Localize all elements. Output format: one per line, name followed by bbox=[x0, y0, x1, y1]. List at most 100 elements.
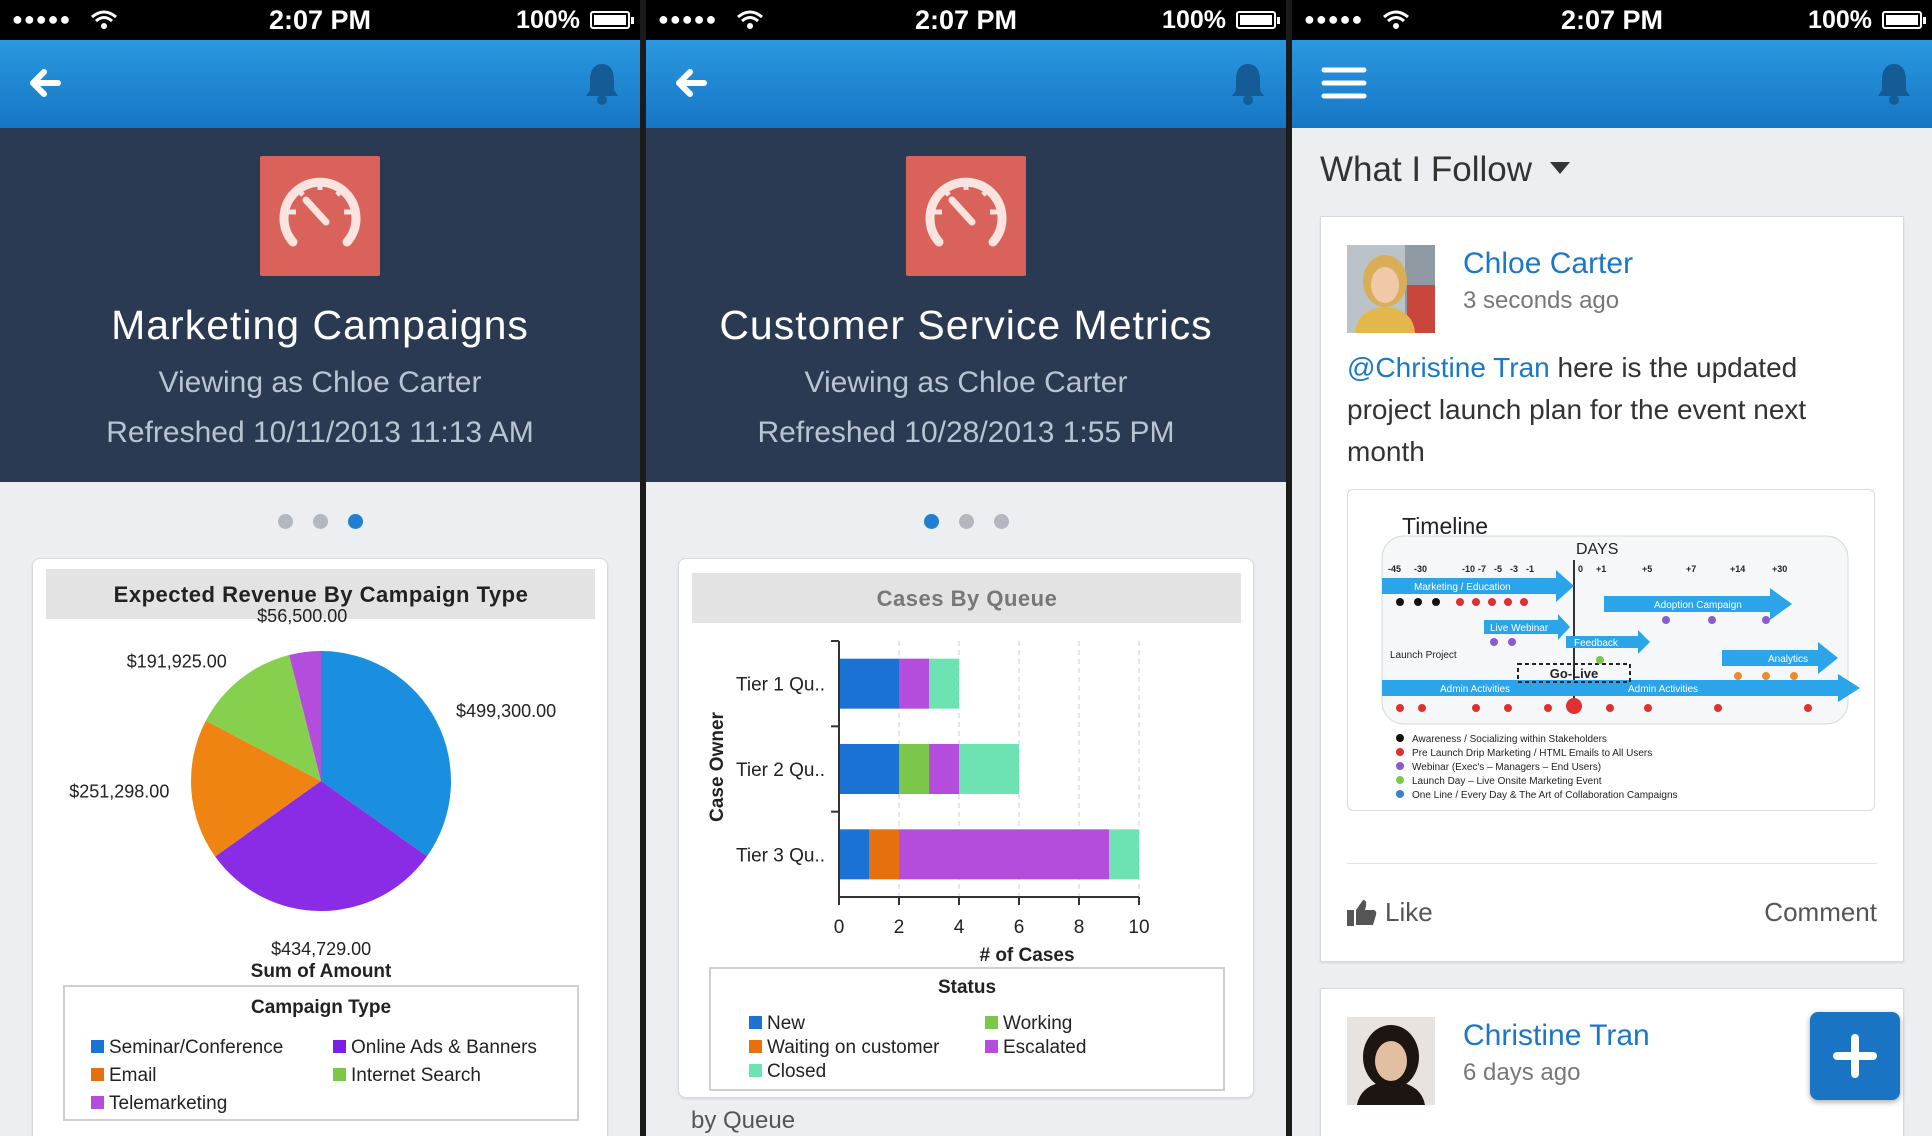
key-bullet bbox=[1396, 762, 1404, 770]
bell-icon[interactable] bbox=[584, 60, 620, 106]
legend-item: Closed bbox=[749, 1061, 826, 1083]
legend-item: Waiting on customer bbox=[749, 1037, 939, 1059]
battery-percent: 100% bbox=[1162, 6, 1226, 34]
viewing-as-label: Viewing as Chloe Carter bbox=[158, 366, 482, 399]
key-bullet bbox=[1396, 748, 1404, 756]
y-tick-label: Tier 3 Qu.. bbox=[736, 845, 825, 866]
x-axis-label: # of Cases bbox=[979, 945, 1074, 966]
key-bullet bbox=[1396, 734, 1404, 742]
page-dot[interactable] bbox=[277, 514, 293, 529]
tick-label: +14 bbox=[1730, 564, 1745, 574]
legend-item: Internet Search bbox=[333, 1065, 481, 1087]
post-attachment-image[interactable]: Timeline DAYS -45 -30 -10 -7 -5 -3 -1 0 +1 +5 +7 +1… bbox=[1347, 489, 1875, 811]
timeline-graphic: Timeline DAYS -45 -30 -10 -7 -5 -3 -1 0 +1 +5 +7 +1… bbox=[1381, 513, 1860, 801]
post-author[interactable]: Christine Tran bbox=[1463, 1019, 1650, 1052]
y-axis-label: Case Owner bbox=[707, 711, 728, 821]
x-tick-label: 4 bbox=[954, 917, 965, 938]
timeline-key: Awareness / Socializing within Stakehold… bbox=[1396, 734, 1678, 801]
timeline-title: Timeline bbox=[1402, 513, 1488, 539]
x-tick-label: 8 bbox=[1074, 917, 1085, 938]
nav-bar bbox=[1292, 40, 1932, 128]
data-label: $251,298.00 bbox=[69, 781, 169, 801]
status-time: 2:07 PM bbox=[1560, 5, 1664, 35]
pie-slice bbox=[289, 651, 321, 781]
page-dot-active[interactable] bbox=[347, 514, 363, 529]
back-arrow-icon[interactable] bbox=[668, 58, 728, 108]
dashboard-title: Marketing Campaigns bbox=[111, 302, 529, 348]
chart-card[interactable]: Cases By Queue 0 2 4 6 8 10 Tier 1 Qu.. Tier 2 … bbox=[678, 558, 1254, 1134]
dashboard-header: Customer Service Metrics Viewing as Chlo… bbox=[646, 128, 1286, 482]
battery-icon bbox=[590, 11, 634, 29]
post-author[interactable]: Chloe Carter bbox=[1463, 247, 1634, 280]
arrow-label: Marketing / Education bbox=[1414, 582, 1511, 593]
status-bar: ●●●●● 2:07 PM 100% bbox=[0, 0, 640, 40]
y-tick-label: Tier 1 Qu.. bbox=[736, 675, 825, 696]
mention-link[interactable]: @Christine Tran bbox=[1347, 352, 1550, 383]
page-indicator[interactable] bbox=[0, 514, 640, 534]
tick-label: -5 bbox=[1494, 564, 1502, 574]
axis-label: Sum of Amount bbox=[251, 961, 392, 982]
chart-title: Cases By Queue bbox=[877, 586, 1058, 611]
arrow-label: Adoption Campaign bbox=[1654, 600, 1742, 611]
feed-post[interactable]: Chloe Carter 3 seconds ago @Christine Tr… bbox=[1320, 216, 1904, 962]
tick-label: -3 bbox=[1510, 564, 1518, 574]
comment-button[interactable]: Comment bbox=[1764, 897, 1877, 927]
add-post-button[interactable] bbox=[1810, 1012, 1900, 1100]
bar-segment bbox=[959, 744, 1019, 794]
tick-label: +30 bbox=[1772, 564, 1787, 574]
arrow-label: Feedback bbox=[1574, 638, 1619, 649]
bar-segment bbox=[929, 658, 959, 709]
tick-label: -45 bbox=[1388, 564, 1401, 574]
refreshed-label: Refreshed 10/11/2013 11:13 AM bbox=[106, 416, 534, 449]
bar-segment bbox=[899, 829, 1109, 880]
legend-title: Status bbox=[937, 977, 997, 998]
bar-segment bbox=[869, 829, 899, 880]
tick-label: 0 bbox=[1578, 564, 1583, 574]
arrow-label: Admin Activities bbox=[1440, 684, 1510, 695]
page-dot[interactable] bbox=[958, 514, 974, 529]
y-tick-label: Tier 2 Qu.. bbox=[736, 760, 825, 781]
legend-item: Email bbox=[91, 1065, 157, 1087]
legend-title: Campaign Type bbox=[250, 997, 392, 1018]
page-dot[interactable] bbox=[993, 514, 1009, 529]
page-dot[interactable] bbox=[312, 514, 328, 529]
x-tick-label: 2 bbox=[894, 917, 905, 938]
battery-percent: 100% bbox=[516, 6, 580, 34]
data-label: $434,729.00 bbox=[271, 939, 371, 959]
bell-icon[interactable] bbox=[1876, 60, 1912, 106]
golive-label: Go-Live bbox=[1550, 666, 1598, 681]
arrow-label: Analytics bbox=[1768, 654, 1808, 665]
bell-icon[interactable] bbox=[1230, 60, 1266, 106]
x-tick-label: 0 bbox=[834, 917, 845, 938]
avatar[interactable] bbox=[1347, 1017, 1435, 1105]
tick-label: +7 bbox=[1686, 564, 1696, 574]
legend-item: Working bbox=[985, 1013, 1072, 1035]
feed-filter-dropdown[interactable]: What I Follow bbox=[1320, 150, 1570, 190]
like-icon bbox=[1347, 900, 1377, 926]
status-bar: ●●●●● 2:07 PM 100% bbox=[1292, 0, 1932, 40]
tick-label: +1 bbox=[1596, 564, 1606, 574]
menu-icon[interactable] bbox=[1314, 58, 1374, 108]
launch-label: Launch Project bbox=[1390, 650, 1457, 661]
wifi-icon bbox=[1383, 10, 1409, 29]
chart-legend: Campaign Type Seminar/Conference Online … bbox=[63, 985, 579, 1121]
data-label: $191,925.00 bbox=[127, 652, 227, 672]
key-label: Awareness / Socializing within Stakehold… bbox=[1412, 734, 1607, 745]
tick-label: -7 bbox=[1478, 564, 1486, 574]
back-arrow-icon[interactable] bbox=[22, 58, 82, 108]
chart-title-bar bbox=[692, 573, 1241, 623]
plus-icon bbox=[1833, 1034, 1877, 1078]
pie-chart: Expected Revenue By Campaign Type $499,3… bbox=[46, 569, 595, 982]
page-dot-active[interactable] bbox=[923, 514, 939, 529]
dashboard-screen-marketing: ●●●●● 2:07 PM 100% Marketing Campaigns V… bbox=[0, 0, 640, 1136]
page-indicator[interactable] bbox=[646, 514, 1286, 534]
bar-segment bbox=[839, 658, 899, 709]
avatar[interactable] bbox=[1347, 245, 1435, 333]
chevron-down-icon bbox=[1550, 162, 1570, 174]
like-button[interactable]: Like bbox=[1347, 897, 1433, 928]
feed-post[interactable]: Christine Tran 6 days ago bbox=[1320, 988, 1904, 1136]
battery-icon bbox=[1236, 11, 1280, 29]
arrow-label: Admin Activities bbox=[1628, 684, 1698, 695]
chart-card[interactable]: Expected Revenue By Campaign Type $499,3… bbox=[32, 558, 608, 1136]
legend-item: Seminar/Conference bbox=[91, 1037, 283, 1059]
